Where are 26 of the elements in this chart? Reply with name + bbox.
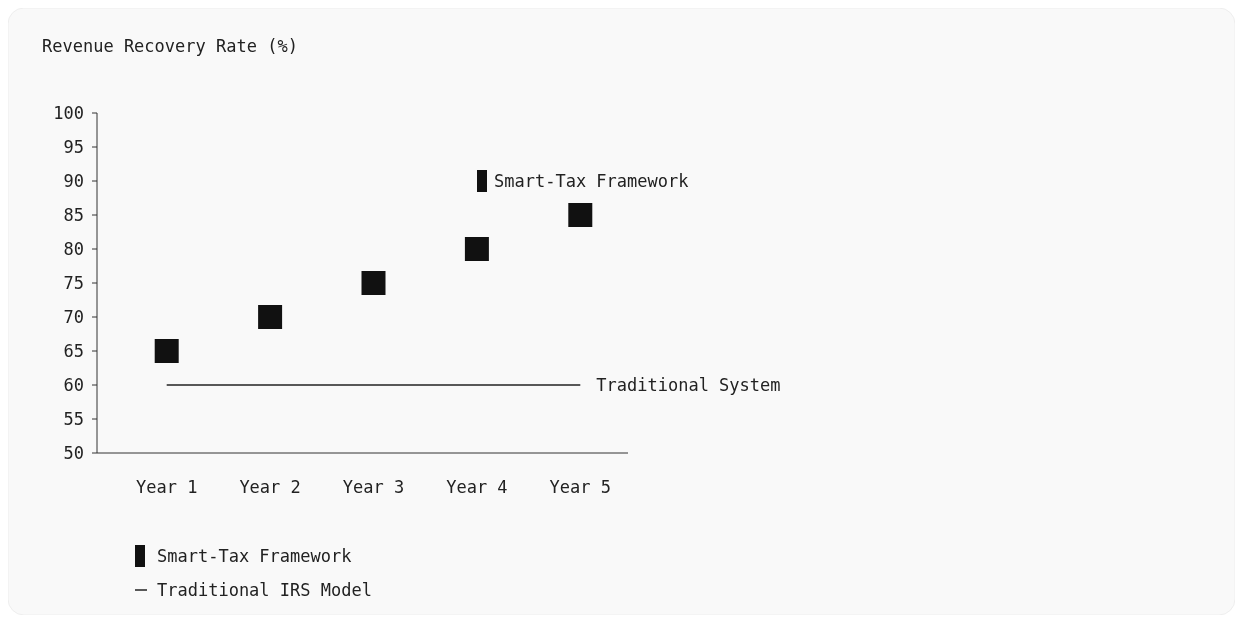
y-tick-label: 95 (63, 136, 84, 157)
point (258, 305, 283, 329)
y-tick-label: 65 (63, 340, 84, 361)
y-tick-label: 70 (63, 306, 84, 327)
x-tick-label: Year 5 (549, 477, 612, 497)
point (568, 203, 593, 227)
point (464, 237, 489, 261)
point (361, 271, 386, 295)
y-tick-label: 55 (63, 408, 84, 429)
annotation: Smart-Tax Framework (494, 170, 689, 191)
y-tick-label: 60 (63, 374, 84, 395)
x-tick-label: Year 4 (446, 477, 508, 497)
chart-title: Revenue Recovery Rate (%) (42, 36, 298, 56)
legend-label: Traditional IRS Model (157, 579, 372, 600)
y-tick-label: 80 (63, 238, 84, 259)
x-tick-label: Year 3 (342, 477, 405, 497)
point (154, 339, 179, 363)
annotation: Traditional System (596, 374, 781, 395)
x-tick-label: Year 1 (135, 477, 198, 497)
legend-label: Smart-Tax Framework (157, 545, 352, 566)
x-tick-label: Year 2 (239, 477, 301, 497)
y-tick-label: 100 (53, 102, 84, 123)
y-tick-label: 50 (63, 442, 84, 463)
y-tick-label: 90 (63, 170, 84, 191)
y-tick-label: 85 (63, 204, 84, 225)
y-tick-label: 75 (63, 272, 84, 293)
